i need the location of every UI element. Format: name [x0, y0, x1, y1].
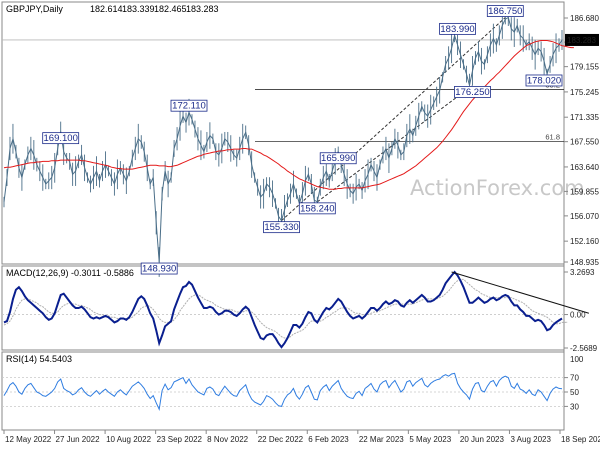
- x-tick-label: 18 Sep 2023: [561, 435, 600, 444]
- macd-panel-frame: [1, 265, 565, 351]
- price-y-tick-label: 163.640: [570, 163, 599, 172]
- macd-y-tick-label: 0.00: [570, 311, 586, 320]
- current-price-tag: [565, 33, 599, 46]
- annotation-box: [486, 5, 524, 17]
- annotation-box: [298, 202, 336, 215]
- ma-series-line: [3, 40, 574, 190]
- x-tick-label: 3 Aug 2023: [510, 435, 551, 444]
- watermark: ActionForex.com: [410, 176, 585, 200]
- price-y-tick-label: 171.335: [570, 113, 599, 122]
- annotation-label: 183.990: [440, 24, 474, 35]
- annotation-box: [525, 74, 563, 87]
- dynamic-layer: 186.680182.950179.155175.245171.335167.5…: [2, 5, 600, 444]
- annotation-label: 172.110: [172, 101, 206, 112]
- annotation-label: 148.930: [142, 264, 176, 275]
- x-tick-label: 6 Feb 2023: [308, 435, 349, 444]
- x-tick-label: 23 Sep 2022: [157, 435, 203, 444]
- rsi-panel-frame: [1, 351, 565, 431]
- fib-level-label: 61.8: [545, 132, 560, 141]
- macd-line: [3, 270, 563, 349]
- price-quote-open: 182.614: [90, 4, 123, 14]
- price-quote-high: 183.339: [122, 4, 155, 14]
- rsi-y-tick-label: 50: [570, 388, 579, 397]
- x-tick-label: 12 May 2022: [5, 435, 52, 444]
- annotation-label: 178.020: [527, 75, 561, 86]
- x-tick-label: 22 Mar 2023: [359, 435, 404, 444]
- price-series-line: [3, 16, 563, 263]
- annotation-box: [170, 99, 208, 112]
- annotation-box: [319, 152, 357, 165]
- x-tick-label: 20 Jun 2023: [460, 435, 505, 444]
- rsi-line: [3, 372, 563, 412]
- annotation-label: 155.330: [264, 222, 298, 233]
- x-tick-label: 22 Dec 2022: [258, 435, 304, 444]
- price-y-tick-label: 148.935: [570, 258, 599, 267]
- price-y-tick-label: 186.680: [570, 14, 599, 23]
- annotation-label: 186.750: [488, 6, 522, 17]
- annotation-box: [454, 86, 491, 98]
- macd-trendline: [451, 271, 589, 314]
- rsi-y-tick-label: 30: [570, 402, 579, 411]
- x-tick-label: 5 May 2023: [409, 435, 451, 444]
- rsi-y-tick-label: 100: [570, 355, 584, 364]
- macd-y-tick-label: 3.2693: [570, 268, 595, 277]
- price-y-tick-label: 156.070: [570, 212, 599, 221]
- price-y-tick-label: 179.155: [570, 63, 599, 72]
- price-quote-low: 182.465: [154, 4, 187, 14]
- annotation-label: 165.990: [321, 153, 355, 164]
- annotation-box: [439, 22, 476, 35]
- rsi-panel-title: RSI(14) 54.5403: [6, 354, 72, 364]
- annotation-box: [140, 262, 178, 275]
- price-y-tick-label: 167.550: [570, 138, 599, 147]
- price-y-tick-label: 159.855: [570, 187, 599, 196]
- macd-panel-title: MACD(12,26,9) -0.3011 -0.5886: [6, 268, 134, 278]
- x-tick-label: 10 Aug 2022: [106, 435, 151, 444]
- x-tick-label: 27 Jun 2022: [56, 435, 101, 444]
- annotation-box: [263, 221, 300, 234]
- rsi-y-tick-label: 70: [570, 374, 579, 383]
- price-y-tick-label: 175.245: [570, 88, 599, 97]
- annotation-label: 176.250: [455, 87, 489, 98]
- x-tick-label: 8 Nov 2022: [207, 435, 248, 444]
- macd-signal-line: [3, 278, 569, 339]
- annotation-label: 158.240: [300, 203, 334, 214]
- price-quote-close: 183.283: [186, 4, 219, 14]
- price-panel-title: GBPJPY,Daily: [6, 4, 63, 14]
- annotation-label: 169.100: [44, 133, 78, 144]
- current-price-tag-label: 183.283: [567, 36, 596, 45]
- macd-y-tick-label: -2.5689: [570, 344, 598, 353]
- price-y-tick-label: 152.160: [570, 237, 599, 246]
- annotation-box: [42, 132, 80, 145]
